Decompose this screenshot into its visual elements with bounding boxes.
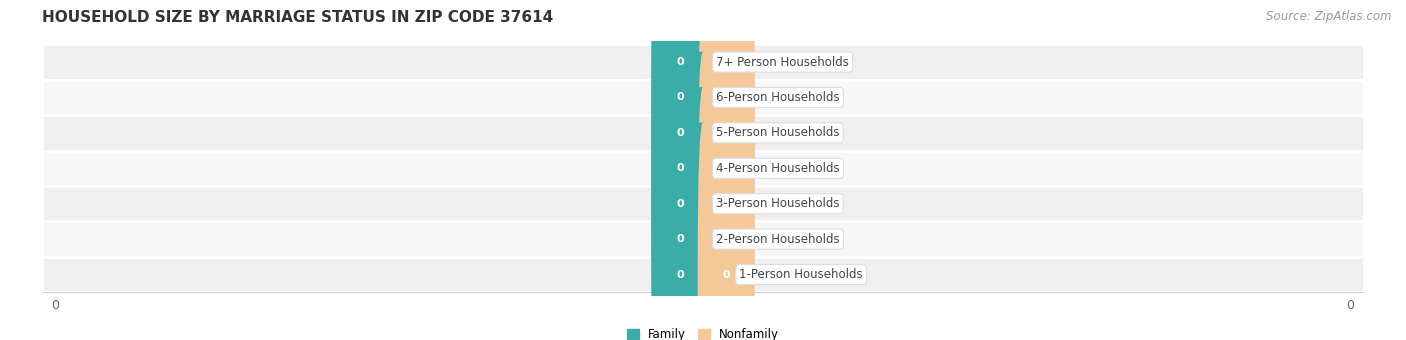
Bar	[42, 151, 1364, 186]
Text: 6-Person Households: 6-Person Households	[716, 91, 839, 104]
Text: 0: 0	[723, 57, 730, 67]
Text: 0: 0	[723, 234, 730, 244]
Text: 3-Person Households: 3-Person Households	[716, 197, 839, 210]
FancyBboxPatch shape	[697, 0, 755, 214]
FancyBboxPatch shape	[651, 123, 709, 340]
FancyBboxPatch shape	[697, 0, 755, 285]
Text: Source: ZipAtlas.com: Source: ZipAtlas.com	[1267, 10, 1392, 23]
FancyBboxPatch shape	[651, 0, 709, 214]
Bar	[42, 257, 1364, 292]
Bar	[42, 115, 1364, 151]
Text: 0: 0	[676, 199, 683, 209]
Text: 4-Person Households: 4-Person Households	[716, 162, 839, 175]
FancyBboxPatch shape	[697, 123, 755, 340]
FancyBboxPatch shape	[651, 0, 709, 250]
FancyBboxPatch shape	[651, 16, 709, 320]
Text: 1-Person Households: 1-Person Households	[740, 268, 863, 281]
Text: HOUSEHOLD SIZE BY MARRIAGE STATUS IN ZIP CODE 37614: HOUSEHOLD SIZE BY MARRIAGE STATUS IN ZIP…	[42, 11, 554, 26]
Text: 0: 0	[723, 270, 730, 279]
Text: 0: 0	[676, 92, 683, 102]
FancyBboxPatch shape	[651, 87, 709, 340]
Text: 0: 0	[676, 234, 683, 244]
FancyBboxPatch shape	[651, 52, 709, 340]
Bar	[42, 44, 1364, 80]
FancyBboxPatch shape	[697, 52, 755, 340]
Text: 5-Person Households: 5-Person Households	[716, 126, 839, 139]
Text: 0: 0	[723, 128, 730, 138]
Text: 0: 0	[676, 270, 683, 279]
Text: 0: 0	[723, 199, 730, 209]
Text: 0: 0	[676, 57, 683, 67]
Legend: Family, Nonfamily: Family, Nonfamily	[621, 324, 785, 340]
Text: 0: 0	[723, 163, 730, 173]
FancyBboxPatch shape	[697, 16, 755, 320]
Bar	[42, 221, 1364, 257]
FancyBboxPatch shape	[697, 87, 755, 340]
Text: 0: 0	[723, 92, 730, 102]
Text: 0: 0	[676, 163, 683, 173]
Text: 2-Person Households: 2-Person Households	[716, 233, 839, 245]
FancyBboxPatch shape	[697, 0, 755, 250]
Text: 7+ Person Households: 7+ Person Households	[716, 55, 849, 69]
Bar	[42, 80, 1364, 115]
Bar	[42, 186, 1364, 221]
FancyBboxPatch shape	[651, 0, 709, 285]
Text: 0: 0	[676, 128, 683, 138]
